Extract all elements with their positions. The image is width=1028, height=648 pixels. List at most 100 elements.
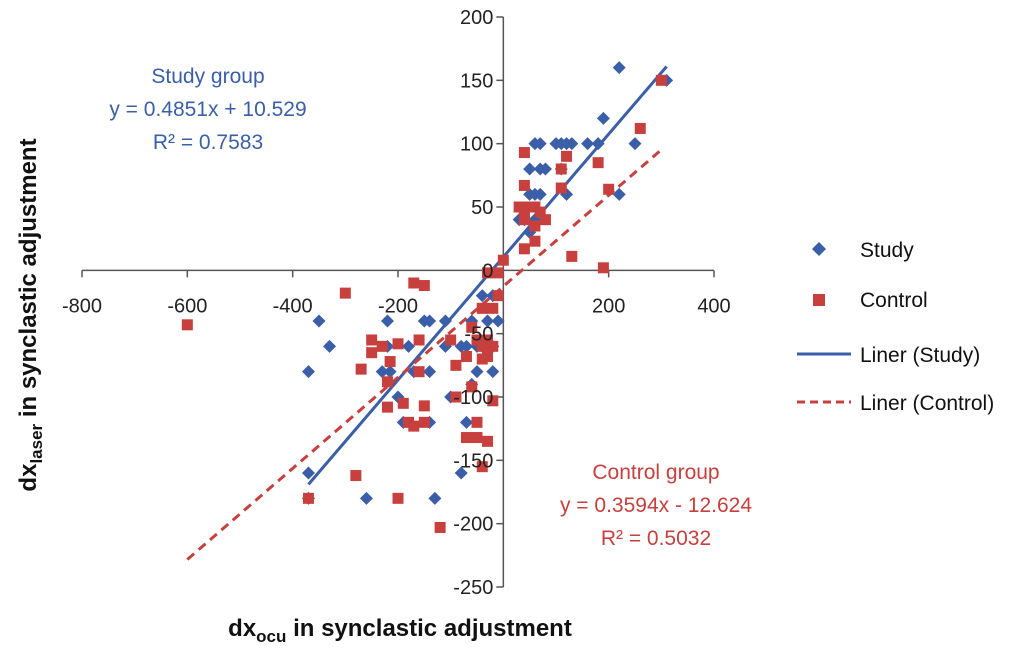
- control-point: [355, 363, 367, 375]
- legend-item-liner-study: Liner (Study): [797, 344, 980, 367]
- control-point: [482, 334, 494, 346]
- study-point: [359, 491, 373, 505]
- study-point: [423, 365, 437, 379]
- study-point: [628, 137, 642, 151]
- control-annotation-r2: R² = 0.5032: [601, 527, 711, 550]
- control-point: [384, 356, 396, 368]
- legend-study-label: Study: [860, 239, 914, 262]
- control-point: [518, 214, 530, 226]
- study-point: [596, 111, 610, 125]
- study-annotation: Study group y = 0.4851x + 10.529 R² = 0.…: [109, 65, 306, 154]
- control-point: [392, 492, 404, 504]
- study-point: [549, 137, 563, 151]
- control-point: [482, 435, 494, 447]
- control-point: [529, 235, 541, 247]
- study-point: [428, 491, 442, 505]
- control-point: [397, 397, 409, 409]
- control-point: [460, 350, 472, 362]
- legend-control-label: Control: [860, 289, 928, 312]
- control-point: [482, 350, 494, 362]
- control-point: [487, 302, 499, 314]
- control-point: [497, 254, 509, 266]
- legend: Study Control Liner (Study) Liner (Contr…: [797, 239, 994, 415]
- control-point: [418, 280, 430, 292]
- control-point: [603, 183, 615, 195]
- x-axis-title-main: dx: [228, 615, 257, 642]
- y-tick-label: -100: [453, 387, 493, 409]
- control-point: [518, 147, 530, 159]
- x-tick-label: 200: [592, 295, 625, 317]
- study-point: [438, 314, 452, 328]
- study-point: [454, 466, 468, 480]
- control-point: [518, 179, 530, 191]
- legend-item-liner-control: Liner (Control): [797, 392, 994, 415]
- control-point: [460, 432, 472, 444]
- study-point: [459, 415, 473, 429]
- control-point: [339, 287, 351, 299]
- study-point: [383, 365, 397, 379]
- control-annotation-equation: y = 0.3594x - 12.624: [560, 494, 752, 517]
- control-point: [555, 163, 567, 175]
- study-point: [301, 466, 315, 480]
- y-tick-label: 200: [460, 7, 493, 29]
- y-tick-label: -150: [453, 450, 493, 472]
- control-point: [302, 492, 314, 504]
- study-point: [533, 187, 547, 201]
- legend-control-square-icon: [813, 294, 825, 306]
- control-point: [181, 319, 193, 331]
- x-tick-label: -200: [378, 295, 418, 317]
- x-tick-label: -800: [62, 295, 102, 317]
- control-point: [418, 416, 430, 428]
- control-point: [471, 432, 483, 444]
- study-point: [481, 314, 495, 328]
- control-point: [561, 150, 573, 162]
- study-point: [591, 137, 605, 151]
- control-point: [476, 302, 488, 314]
- control-point: [655, 74, 667, 86]
- study-point: [323, 339, 337, 353]
- control-point: [418, 400, 430, 412]
- y-axis-title: dxlaser in synclastic adjustment: [15, 138, 46, 491]
- y-axis-title-main: dx: [15, 463, 42, 492]
- control-point: [487, 395, 499, 407]
- control-annotation-title: Control group: [592, 461, 719, 484]
- study-point: [581, 137, 595, 151]
- study-point: [486, 365, 500, 379]
- control-point: [534, 206, 546, 218]
- control-point: [476, 340, 488, 352]
- control-point: [492, 267, 504, 279]
- control-point: [434, 521, 446, 533]
- y-axis-title-rest: in synclastic adjustment: [15, 138, 42, 423]
- study-point: [528, 137, 542, 151]
- study-point: [423, 314, 437, 328]
- control-point: [597, 262, 609, 274]
- study-point: [459, 339, 473, 353]
- study-point: [612, 61, 626, 75]
- control-point: [518, 243, 530, 255]
- y-tick-label: 150: [460, 70, 493, 92]
- study-annotation-r2: R² = 0.7583: [153, 131, 263, 154]
- study-point: [470, 365, 484, 379]
- control-point: [634, 122, 646, 134]
- control-point: [381, 376, 393, 388]
- control-point: [366, 347, 378, 359]
- control-point: [466, 381, 478, 393]
- control-point: [487, 340, 499, 352]
- control-point: [539, 214, 551, 226]
- control-point: [392, 338, 404, 350]
- y-tick-label: -250: [453, 577, 493, 599]
- control-point: [408, 420, 420, 432]
- control-point: [350, 470, 362, 482]
- study-point: [402, 339, 416, 353]
- control-point: [482, 267, 494, 279]
- y-tick-label: 100: [460, 134, 493, 156]
- control-point: [518, 206, 530, 218]
- control-point: [566, 250, 578, 262]
- study-point: [301, 365, 315, 379]
- control-point: [408, 277, 420, 289]
- control-point: [529, 220, 541, 232]
- x-axis-title-sub: ocu: [256, 627, 286, 646]
- control-point: [445, 334, 457, 346]
- study-point: [538, 162, 552, 176]
